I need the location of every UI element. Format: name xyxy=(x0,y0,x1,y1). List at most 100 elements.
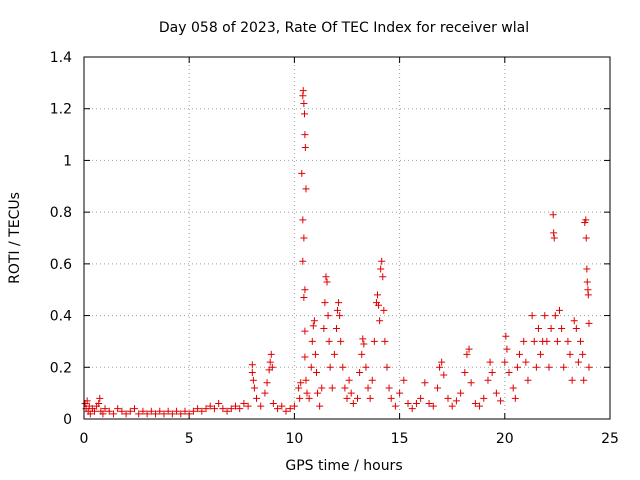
data-point xyxy=(577,337,585,345)
data-point xyxy=(248,361,256,369)
data-point xyxy=(343,394,351,402)
x-tick-label: 15 xyxy=(391,431,409,447)
data-point xyxy=(223,407,231,415)
data-point xyxy=(461,368,469,376)
data-point xyxy=(381,337,389,345)
data-point xyxy=(534,325,542,332)
data-point xyxy=(502,332,510,340)
data-point xyxy=(360,340,368,348)
grid-lines xyxy=(84,57,610,419)
data-point xyxy=(308,337,316,345)
data-point xyxy=(268,363,276,371)
data-point xyxy=(269,399,277,407)
data-point xyxy=(574,358,582,366)
data-point xyxy=(114,405,122,413)
data-point xyxy=(296,394,304,402)
y-tick-label: 0.4 xyxy=(50,309,72,325)
data-point xyxy=(359,335,367,343)
data-point xyxy=(457,389,465,397)
data-point xyxy=(263,379,271,387)
y-tick-label: 0 xyxy=(63,412,72,428)
data-point xyxy=(368,376,376,384)
data-point xyxy=(541,312,549,320)
data-point xyxy=(299,257,307,265)
data-point xyxy=(185,410,193,418)
data-point xyxy=(240,399,248,407)
data-point xyxy=(274,405,282,413)
data-point xyxy=(440,371,448,379)
data-point xyxy=(86,410,94,418)
data-point xyxy=(323,278,331,286)
data-point xyxy=(282,407,290,415)
data-point xyxy=(321,299,329,307)
data-point xyxy=(300,234,308,242)
data-point xyxy=(301,131,309,139)
data-point xyxy=(300,110,308,118)
y-tick-label: 0.8 xyxy=(50,205,72,221)
data-point xyxy=(383,363,391,371)
data-point xyxy=(345,376,353,384)
data-point xyxy=(305,394,313,402)
data-point xyxy=(156,407,164,415)
data-point xyxy=(301,144,309,151)
data-point xyxy=(267,350,275,358)
data-point xyxy=(486,358,494,366)
data-point xyxy=(550,234,558,242)
data-point xyxy=(347,389,355,397)
data-point xyxy=(298,169,306,177)
data-point xyxy=(202,405,210,413)
data-point xyxy=(467,379,475,387)
data-point xyxy=(452,397,460,405)
y-tick-label: 1 xyxy=(63,153,72,169)
data-point xyxy=(301,286,309,294)
y-tick-label: 1.2 xyxy=(50,102,72,118)
data-point xyxy=(584,291,592,299)
data-point xyxy=(219,405,227,413)
data-point xyxy=(189,407,197,415)
data-point xyxy=(550,229,558,237)
data-point xyxy=(366,394,374,402)
data-point xyxy=(545,363,553,371)
data-point xyxy=(122,410,130,418)
chart-title: Day 058 of 2023, Rate Of TEC Index for r… xyxy=(159,20,529,36)
data-point xyxy=(579,350,587,358)
data-point xyxy=(99,410,107,418)
data-point xyxy=(325,337,333,345)
data-point xyxy=(109,410,117,418)
data-point xyxy=(194,405,202,413)
data-point xyxy=(380,306,388,314)
data-point xyxy=(438,358,446,366)
data-point xyxy=(312,368,320,376)
data-point xyxy=(364,384,372,392)
data-point xyxy=(215,399,223,407)
data-point xyxy=(412,399,420,407)
data-point xyxy=(492,389,500,397)
data-point xyxy=(429,402,437,410)
data-point xyxy=(376,317,384,325)
data-point xyxy=(530,337,538,345)
data-point xyxy=(299,87,307,95)
data-point xyxy=(421,379,429,387)
data-point xyxy=(318,384,326,392)
data-point xyxy=(520,337,528,345)
data-point xyxy=(585,319,593,327)
data-point xyxy=(436,363,444,371)
data-point xyxy=(349,399,357,407)
data-point xyxy=(147,407,155,415)
data-point xyxy=(101,405,109,413)
data-point xyxy=(564,337,572,345)
data-point xyxy=(135,410,143,418)
data-point xyxy=(551,312,559,320)
data-point xyxy=(488,368,496,376)
data-point xyxy=(532,363,540,371)
data-point xyxy=(476,402,484,410)
y-tick-label: 0.2 xyxy=(50,360,72,376)
data-point xyxy=(324,312,332,320)
data-point xyxy=(568,376,576,384)
data-point xyxy=(278,402,286,410)
data-point xyxy=(374,291,382,299)
data-point xyxy=(314,389,322,397)
data-point xyxy=(164,407,172,415)
data-point xyxy=(309,322,317,330)
